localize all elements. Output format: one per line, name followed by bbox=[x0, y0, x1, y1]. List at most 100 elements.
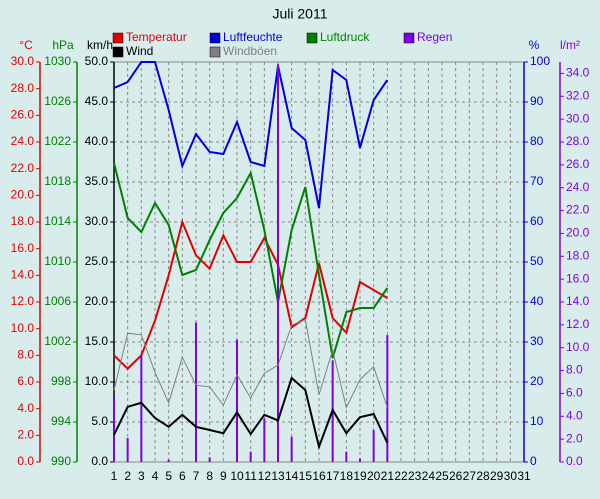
rain-bar bbox=[113, 398, 115, 462]
x-tick-label: 25 bbox=[435, 469, 449, 483]
y-tick-label: 2.0 bbox=[17, 428, 34, 442]
y-tick-label: 18.0 bbox=[11, 214, 35, 228]
y-tick-label: 40 bbox=[530, 294, 544, 308]
y-tick-label: 30.0 bbox=[11, 54, 35, 68]
y-tick-label: 45.0 bbox=[85, 94, 109, 108]
rain-bar bbox=[167, 459, 170, 462]
series-line bbox=[113, 162, 389, 359]
x-tick-label: 26 bbox=[449, 469, 463, 483]
y-tick-label: 6.0 bbox=[17, 374, 34, 388]
rain-bar bbox=[277, 64, 279, 463]
legend-swatch bbox=[209, 32, 221, 44]
series-line bbox=[113, 318, 388, 410]
y-tick-label: 6.0 bbox=[566, 386, 583, 400]
rain-bar bbox=[249, 451, 252, 462]
legend-label: Regen bbox=[417, 30, 452, 44]
x-tick-label: 19 bbox=[353, 469, 367, 483]
rain-bar bbox=[290, 436, 293, 462]
y-tick-label: 24.0 bbox=[566, 180, 590, 194]
y-tick-label: 80 bbox=[530, 134, 544, 148]
y-tick-label: 1010 bbox=[44, 254, 71, 268]
y-tick-label: 8.0 bbox=[17, 348, 34, 362]
x-tick-label: 9 bbox=[220, 469, 227, 483]
axis-unit: km/h bbox=[87, 38, 113, 52]
chart-title: Juli 2011 bbox=[272, 6, 327, 22]
y-tick-label: 14.0 bbox=[11, 268, 35, 282]
y-tick-label: 32.0 bbox=[566, 88, 590, 102]
y-tick-label: 34.0 bbox=[566, 66, 590, 80]
x-tick-label: 11 bbox=[244, 469, 257, 483]
y-tick-label: 10.0 bbox=[85, 374, 109, 388]
y-tick-label: 16.0 bbox=[11, 241, 35, 255]
y-tick-label: 20.0 bbox=[85, 294, 109, 308]
x-tick-label: 5 bbox=[165, 469, 172, 483]
rain-bar bbox=[140, 354, 143, 462]
y-tick-label: 998 bbox=[51, 374, 71, 388]
y-tick-label: 12.0 bbox=[11, 294, 35, 308]
y-tick-label: 25.0 bbox=[85, 254, 109, 268]
rain-bar bbox=[372, 430, 375, 462]
rain-bar bbox=[345, 451, 348, 462]
legend-swatch bbox=[112, 46, 124, 58]
y-tick-label: 60 bbox=[530, 214, 544, 228]
y-tick-label: 4.0 bbox=[566, 408, 583, 422]
x-tick-label: 12 bbox=[258, 469, 272, 483]
y-tick-label: 2.0 bbox=[566, 431, 583, 445]
y-tick-label: 28.0 bbox=[566, 134, 590, 148]
y-tick-label: 10.0 bbox=[566, 340, 590, 354]
y-tick-label: 0.0 bbox=[17, 454, 34, 468]
legend-label: Wind bbox=[126, 44, 153, 58]
y-tick-label: 20 bbox=[530, 374, 544, 388]
legend-swatch bbox=[403, 32, 415, 44]
x-tick-label: 30 bbox=[504, 469, 518, 483]
y-tick-label: 1030 bbox=[44, 54, 71, 68]
y-tick-label: 10 bbox=[530, 414, 544, 428]
legend-label: Luftfeuchte bbox=[223, 30, 283, 44]
y-tick-label: 35.0 bbox=[85, 174, 109, 188]
axis-unit: l/m² bbox=[560, 38, 580, 52]
axis-unit: °C bbox=[19, 38, 33, 52]
x-tick-label: 8 bbox=[206, 469, 213, 483]
y-tick-label: 24.0 bbox=[11, 134, 35, 148]
x-tick-label: 14 bbox=[285, 469, 299, 483]
x-tick-label: 22 bbox=[394, 469, 408, 483]
x-tick-label: 24 bbox=[422, 469, 436, 483]
x-tick-label: 6 bbox=[179, 469, 186, 483]
x-tick-label: 23 bbox=[408, 469, 422, 483]
y-tick-label: 50.0 bbox=[85, 54, 109, 68]
y-tick-label: 1026 bbox=[44, 94, 71, 108]
x-tick-label: 21 bbox=[381, 469, 395, 483]
y-tick-label: 90 bbox=[530, 94, 544, 108]
y-tick-label: 18.0 bbox=[566, 248, 590, 262]
y-tick-label: 1002 bbox=[44, 334, 71, 348]
y-tick-label: 1018 bbox=[44, 174, 71, 188]
x-tick-label: 13 bbox=[271, 469, 285, 483]
y-tick-label: 1022 bbox=[44, 134, 71, 148]
y-tick-label: 22.0 bbox=[566, 203, 590, 217]
x-tick-label: 3 bbox=[138, 469, 145, 483]
y-tick-label: 30.0 bbox=[566, 111, 590, 125]
series-line bbox=[113, 376, 389, 451]
legend-label: Temperatur bbox=[126, 30, 187, 44]
x-tick-label: 10 bbox=[230, 469, 244, 483]
y-tick-label: 994 bbox=[51, 414, 71, 428]
y-tick-label: 0.0 bbox=[91, 454, 108, 468]
y-tick-label: 50 bbox=[530, 254, 544, 268]
x-tick-label: 31 bbox=[517, 469, 531, 483]
x-tick-label: 29 bbox=[490, 469, 504, 483]
y-tick-label: 1006 bbox=[44, 294, 71, 308]
legend-swatch bbox=[112, 32, 124, 44]
y-tick-label: 70 bbox=[530, 174, 544, 188]
x-tick-label: 2 bbox=[124, 469, 131, 483]
y-tick-label: 20.0 bbox=[566, 226, 590, 240]
rain-bar bbox=[208, 457, 211, 462]
rain-bar bbox=[386, 335, 389, 462]
y-tick-label: 28.0 bbox=[11, 81, 35, 95]
y-tick-label: 40.0 bbox=[85, 134, 109, 148]
y-tick-label: 12.0 bbox=[566, 317, 590, 331]
x-tick-label: 15 bbox=[299, 469, 313, 483]
y-tick-label: 100 bbox=[530, 54, 550, 68]
rain-bar bbox=[236, 339, 238, 462]
x-tick-label: 28 bbox=[476, 469, 490, 483]
